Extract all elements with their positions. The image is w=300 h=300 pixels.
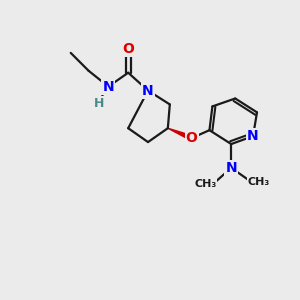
Polygon shape	[168, 128, 193, 140]
Text: N: N	[225, 161, 237, 175]
Text: N: N	[103, 80, 114, 94]
Text: N: N	[142, 84, 154, 98]
Text: O: O	[186, 131, 197, 145]
Text: N: N	[247, 129, 259, 143]
Text: CH₃: CH₃	[248, 177, 270, 187]
Text: O: O	[122, 42, 134, 56]
Text: CH₃: CH₃	[194, 179, 217, 189]
Text: H: H	[94, 97, 105, 110]
